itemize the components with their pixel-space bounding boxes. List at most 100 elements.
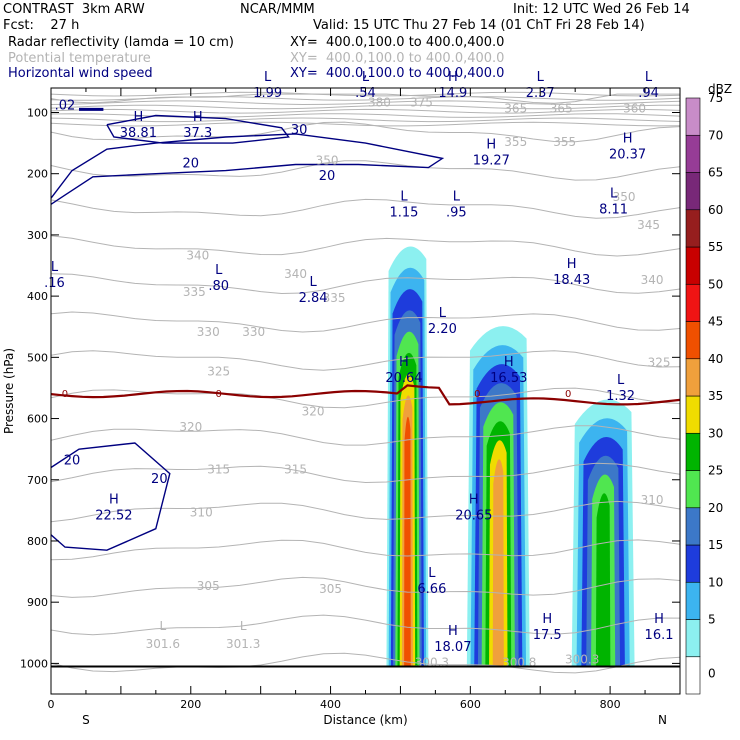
wind-extreme-value-20: 22.52: [95, 509, 132, 524]
wind-extreme-value-12: .16: [44, 276, 65, 291]
wind-extreme-kind-12: L: [51, 260, 59, 275]
isentrope-line-top: [51, 100, 680, 106]
theta-label-21: 315: [207, 463, 230, 477]
theta-extreme-value-1: 301.3: [226, 637, 260, 651]
colorbar-label-45: 45: [708, 315, 723, 329]
wind-extreme-value-15: 18.43: [553, 273, 590, 288]
theta-label-5: 355: [504, 135, 527, 149]
wind-extreme-value-22: 6.66: [417, 582, 446, 597]
wind-extreme-kind-2: L: [264, 70, 272, 85]
theta-label-17: 325: [207, 365, 230, 379]
colorbar-unit: dBZ: [708, 82, 732, 96]
x-axis-title: Distance (km): [323, 713, 407, 727]
colorbar-swatch-75: [685, 97, 701, 136]
colorbar-label-30: 30: [708, 426, 723, 440]
wind-extreme-kind-17: H: [399, 355, 409, 370]
wind-contours: [51, 107, 445, 551]
colorbar-swatch-30: [685, 432, 701, 471]
init-time: Init: 12 UTC Wed 26 Feb 14: [513, 2, 690, 17]
wind-extreme-kind-5: L: [537, 70, 545, 85]
theta-extreme-kind-1: L: [240, 619, 247, 633]
colorbar-swatch-45: [685, 321, 701, 360]
x-tick-label-400: 400: [320, 698, 341, 711]
wind-extreme-kind-11: L: [610, 186, 618, 201]
theta-label-14: 335: [323, 291, 346, 305]
isentrope-line: [51, 462, 680, 484]
colorbar-label-15: 15: [708, 538, 723, 552]
colorbar-label-20: 20: [708, 501, 723, 515]
field-wind-name: Horizontal wind speed: [8, 66, 153, 81]
x-end-label-left: S: [82, 713, 90, 727]
x-tick-label-800: 800: [600, 698, 621, 711]
wind-contour-label-5: 20: [151, 472, 168, 487]
theta-label-22: 315: [284, 463, 307, 477]
wind-extreme-kind-1: H: [193, 110, 203, 125]
theta-label-4: 360: [623, 101, 646, 115]
colorbar-swatch-20: [685, 507, 701, 546]
y-tick-label-200: 200: [27, 168, 48, 181]
zero-line-label-2: 0: [474, 389, 480, 400]
y-tick-label-600: 600: [27, 413, 48, 426]
wind-contour-label-1: 30: [291, 123, 308, 138]
wind-extreme-kind-3: L: [362, 70, 370, 85]
wind-extreme-kind-10: L: [453, 190, 461, 205]
wind-extreme-value-10: .95: [446, 206, 467, 221]
field-wind-xy: XY= 400.0,100.0 to 400.0,400.0: [290, 66, 505, 81]
theta-label-26: 305: [319, 582, 342, 596]
colorbar-swatch-0: [685, 656, 701, 695]
wind-contour-30: [106, 114, 290, 144]
y-tick-label-1000: 1000: [20, 657, 48, 670]
wind-extreme-kind-25: H: [654, 612, 664, 627]
theta-label-12: 340: [641, 273, 664, 287]
wind-extreme-kind-21: H: [469, 493, 479, 508]
theta-label-6: 355: [553, 135, 576, 149]
wind-extreme-value-0: 38.81: [120, 126, 157, 141]
isentrope-line: [51, 539, 680, 561]
wind-extreme-value-23: 18.07: [434, 640, 471, 655]
model-title: CONTRAST 3km ARW: [3, 2, 145, 17]
theta-label-9: 345: [637, 218, 660, 232]
isentrope-line-top: [51, 91, 680, 97]
colorbar-label-70: 70: [708, 128, 723, 142]
isentrope-line: [51, 311, 680, 333]
wind-extreme-value-3: .54: [355, 86, 376, 101]
zero-isotherm-line: [51, 384, 680, 406]
wind-extreme-kind-24: H: [542, 612, 552, 627]
y-tick-label-700: 700: [27, 474, 48, 487]
colorbar-swatch-60: [685, 209, 701, 248]
colorbar-label-60: 60: [708, 203, 723, 217]
theta-label-19: 320: [179, 420, 202, 434]
zero-line-label-1: 0: [216, 389, 222, 400]
y-tick-label-500: 500: [27, 351, 48, 364]
colorbar-swatch-50: [685, 283, 701, 322]
wind-extreme-kind-4: H: [448, 70, 458, 85]
colorbar-swatch-25: [685, 470, 701, 509]
theta-label-10: 340: [186, 248, 209, 262]
wind-extreme-value-9: 1.15: [389, 206, 418, 221]
wind-extreme-kind-8: H: [623, 131, 633, 146]
wind-extreme-value-25: 16.1: [645, 628, 674, 643]
zero-isotherm: 0 0 0 0: [51, 384, 680, 406]
colorbar-label-10: 10: [708, 575, 723, 589]
wind-contour-label-0: .02: [55, 98, 76, 113]
colorbar-label-55: 55: [708, 240, 723, 254]
y-tick-label-300: 300: [27, 229, 48, 242]
isentrope-line: [51, 425, 680, 446]
colorbar-swatch-35: [685, 395, 701, 434]
theta-label-1: 375: [410, 95, 433, 109]
y-tick-label-100: 100: [27, 106, 48, 119]
theta-label-16: 330: [242, 325, 265, 339]
wind-extreme-value-8: 20.37: [609, 147, 646, 162]
theta-label-8: 350: [613, 190, 636, 204]
wind-extreme-value-6: .94: [638, 86, 659, 101]
wind-extreme-kind-6: L: [645, 70, 653, 85]
y-tick-label-800: 800: [27, 535, 48, 548]
wind-extreme-value-16: 2.20: [428, 322, 457, 337]
theta-extreme-value-0: 301.6: [146, 637, 180, 651]
x-tick-label-200: 200: [180, 698, 201, 711]
isentrope-line-top: [51, 104, 680, 110]
org-label: NCAR/MMM: [240, 2, 315, 17]
reflectivity-cell-2-30: [595, 493, 611, 667]
theta-extreme-kind-0: L: [159, 619, 166, 633]
